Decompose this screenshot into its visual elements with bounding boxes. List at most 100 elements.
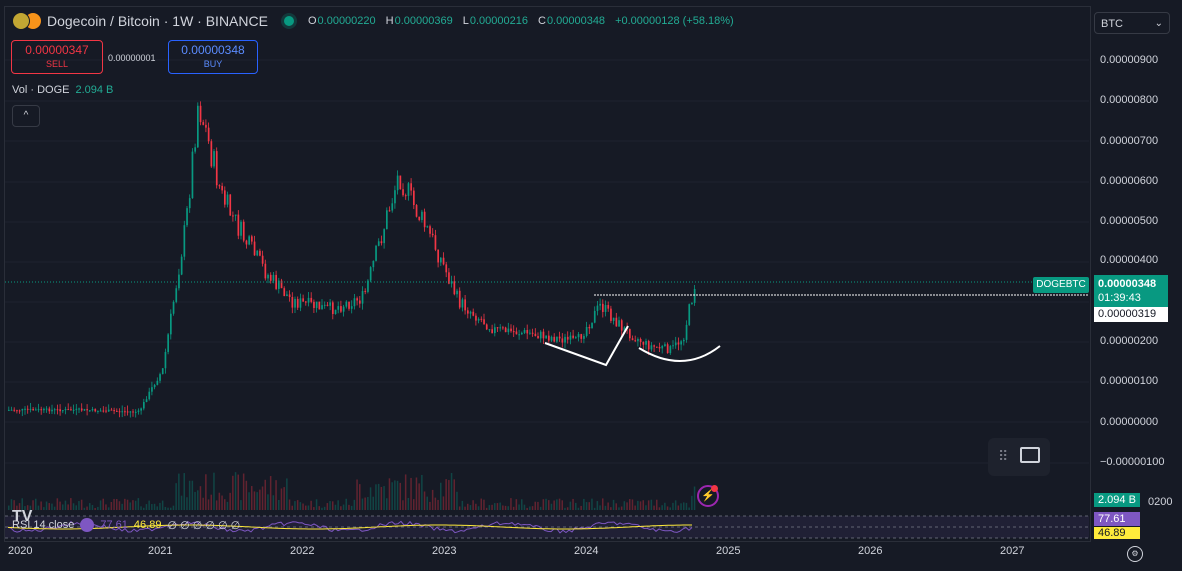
gear-icon[interactable]: ⚙ (1127, 546, 1143, 562)
candle (572, 335, 574, 338)
candle (550, 336, 553, 341)
volume-bar (407, 497, 410, 510)
volume-bar (110, 501, 113, 510)
volume-bar (159, 502, 161, 510)
candle (588, 326, 591, 329)
volume-bar (386, 498, 388, 510)
dogecoin-logo-icon (12, 12, 30, 30)
arc-drawing[interactable] (638, 345, 721, 362)
tradingview-logo-icon[interactable]: TV (12, 508, 33, 525)
volume-bar (242, 473, 245, 510)
volume-bar (569, 501, 572, 510)
candle (299, 298, 302, 308)
price-tick: 0.00000900 (1100, 54, 1159, 66)
screenshot-widget[interactable]: ⠿ (988, 438, 1050, 476)
candle (569, 335, 572, 340)
volume-bar (205, 474, 207, 510)
price-tick: 0.00000700 (1100, 135, 1159, 147)
candle (48, 408, 51, 412)
candle (558, 336, 561, 339)
bar-countdown: 01:39:43 (1098, 292, 1141, 304)
candle (348, 301, 350, 309)
volume-bar (575, 502, 577, 510)
volume-bar (272, 495, 275, 510)
image-icon[interactable] (1020, 447, 1040, 463)
price-scale[interactable] (1090, 6, 1179, 540)
volume-bar (431, 489, 434, 510)
candle (10, 409, 13, 411)
candle (448, 272, 450, 284)
rsi-legend[interactable]: RSI 14 close 77.61 46.89 ∅ ∅ ∅ ∅ ∅ ∅ (12, 518, 240, 532)
volume-bar (229, 492, 231, 510)
volume-bar (642, 500, 644, 510)
trendline-drawing[interactable] (544, 325, 629, 367)
volume-bar (548, 500, 550, 510)
candle (402, 189, 404, 196)
candle (661, 346, 664, 349)
candle (672, 345, 674, 347)
candle (691, 302, 693, 305)
candle (583, 335, 585, 339)
market-open-indicator-icon (283, 16, 294, 26)
volume-bar (18, 503, 21, 510)
volume-bar (666, 506, 669, 510)
volume-bar (318, 506, 320, 510)
sell-button[interactable]: 0.00000347 SELL (11, 40, 103, 74)
horizontal-line-price-badge: 0.00000319 (1094, 307, 1168, 322)
candle (445, 264, 448, 273)
volume-bar (599, 505, 601, 510)
drag-handle-icon[interactable]: ⠿ (998, 448, 1009, 464)
candle (683, 339, 685, 342)
volume-bar (21, 498, 23, 510)
candle (599, 303, 601, 306)
volume-bar (94, 507, 96, 510)
volume-bar (178, 473, 180, 510)
volume-legend[interactable]: Vol · DOGE 2.094 B (12, 84, 114, 96)
candle (221, 185, 223, 191)
candle (647, 340, 650, 350)
candle (693, 288, 696, 303)
candle (178, 274, 180, 289)
volume-bar (580, 505, 582, 510)
candle (215, 151, 218, 186)
buy-button[interactable]: 0.00000348 BUY (168, 40, 258, 74)
symbol-title[interactable]: Dogecoin / Bitcoin · 1W · BINANCE (47, 13, 268, 29)
candle (399, 175, 402, 190)
volume-bar (661, 505, 663, 510)
volume-bar (502, 505, 504, 510)
volume-bar (602, 498, 604, 510)
currency-select[interactable]: BTC ⌄ (1094, 12, 1170, 34)
candle (283, 288, 286, 297)
collapse-legend-button[interactable]: ^ (12, 105, 40, 127)
volume-bar (164, 506, 167, 510)
candle (242, 221, 245, 241)
candle (199, 105, 202, 123)
volume-bar (245, 480, 248, 510)
candle (607, 305, 610, 309)
volume-bar (448, 480, 450, 510)
lightning-alert-icon[interactable]: ⚡ (697, 485, 719, 507)
volume-bar (145, 504, 148, 510)
volume-bar (345, 498, 347, 510)
volume-bar (453, 479, 455, 510)
candle (329, 302, 331, 306)
volume-bar (429, 501, 431, 510)
candle (332, 302, 334, 315)
volume-bar (334, 504, 337, 510)
volume-bar (218, 492, 221, 510)
time-tick: 2023 (432, 545, 457, 557)
candle (620, 320, 623, 331)
candle (372, 260, 375, 268)
volume-bar (361, 498, 364, 510)
candle (504, 327, 507, 333)
volume-bar (456, 491, 458, 510)
volume-bar (480, 498, 482, 510)
volume-bar (464, 506, 466, 510)
volume-bar (26, 505, 29, 510)
candle (253, 241, 256, 256)
candle (669, 346, 672, 354)
candle (240, 221, 242, 236)
candle (426, 226, 429, 228)
candle (318, 301, 321, 310)
